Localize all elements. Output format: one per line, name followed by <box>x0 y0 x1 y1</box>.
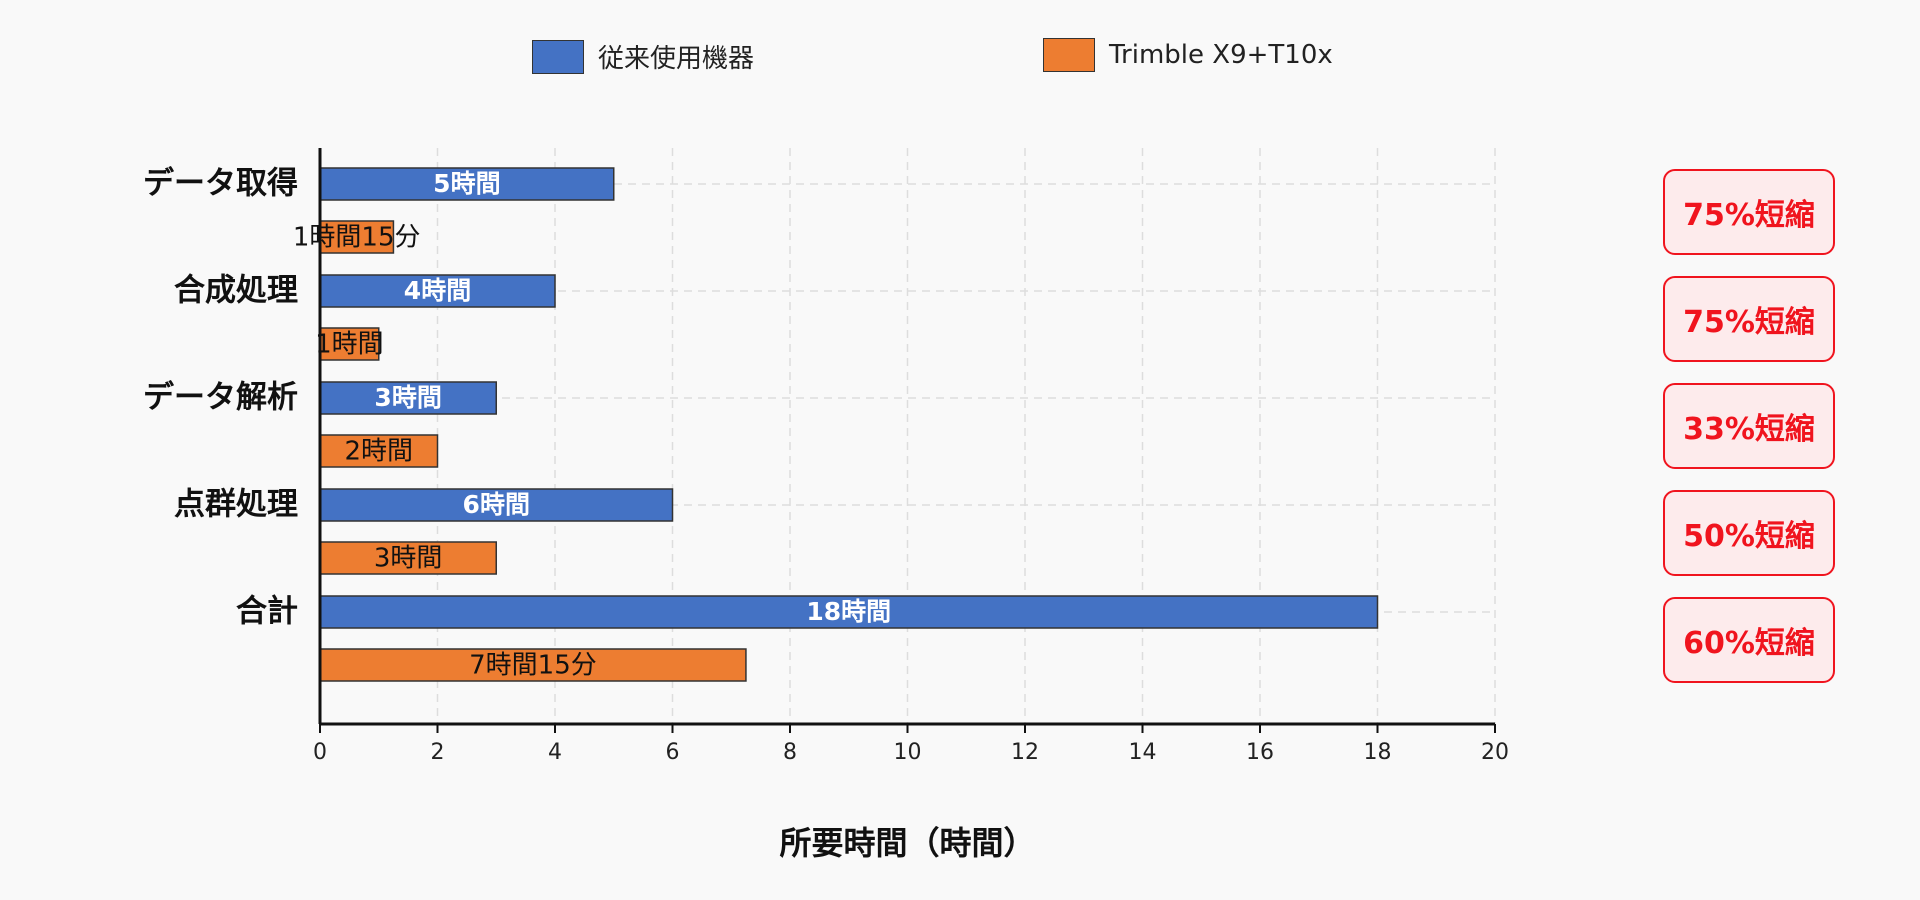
x-tick-label: 8 <box>783 740 797 765</box>
bar <box>319 541 497 575</box>
bar-value-label: 18時間 <box>806 597 891 626</box>
category-label: データ取得 <box>143 166 298 202</box>
bar-value-label: 1時間 <box>315 330 384 360</box>
bar <box>319 648 747 682</box>
bar-value-label: 7時間15分 <box>469 651 597 681</box>
bar-value-label: 3時間 <box>374 544 443 574</box>
x-tick-label: 18 <box>1364 740 1392 765</box>
bar-value-label: 3時間 <box>374 383 441 412</box>
x-tick-label: 12 <box>1011 740 1039 765</box>
x-tick-label: 0 <box>313 740 327 765</box>
legend-label-conventional: 従来使用機器 <box>598 44 755 74</box>
reduction-badge: 75%短縮 <box>1663 169 1835 255</box>
category-label: データ解析 <box>143 380 298 416</box>
bar-value-label: 1時間15分 <box>293 223 421 253</box>
bar <box>319 274 556 308</box>
bar-value-label: 6時間 <box>463 490 530 519</box>
x-tick-label: 2 <box>431 740 445 765</box>
reduction-badge: 60%短縮 <box>1663 597 1835 683</box>
legend-item-trimble: Trimble X9+T10x <box>1043 38 1333 72</box>
reduction-badge: 50%短縮 <box>1663 490 1835 576</box>
legend-item-conventional: 従来使用機器 <box>532 38 754 75</box>
category-label: 合成処理 <box>174 273 298 309</box>
x-tick-label: 6 <box>666 740 680 765</box>
reduction-badge: 75%短縮 <box>1663 276 1835 362</box>
category-label: 点群処理 <box>174 487 298 523</box>
bar-value-label: 4時間 <box>404 276 471 305</box>
bar-value-label: 5時間 <box>433 169 500 198</box>
x-tick-label: 10 <box>894 740 922 765</box>
legend: 従来使用機器 Trimble X9+T10x <box>0 38 1920 78</box>
bar <box>319 595 1379 629</box>
bar <box>319 381 497 415</box>
reduction-badge: 33%短縮 <box>1663 383 1835 469</box>
category-label: 合計 <box>236 594 298 630</box>
x-tick-label: 20 <box>1481 740 1509 765</box>
legend-swatch-conventional <box>532 39 584 74</box>
bar-value-label: 2時間 <box>344 437 413 467</box>
x-axis-title: 所要時間（時間） <box>779 824 1036 862</box>
x-tick-label: 4 <box>548 740 562 765</box>
legend-swatch-trimble <box>1043 38 1095 72</box>
x-tick-label: 16 <box>1246 740 1274 765</box>
x-tick-label: 14 <box>1129 740 1157 765</box>
bar <box>319 327 380 361</box>
bar <box>319 434 439 468</box>
legend-label-trimble: Trimble X9+T10x <box>1109 40 1333 70</box>
